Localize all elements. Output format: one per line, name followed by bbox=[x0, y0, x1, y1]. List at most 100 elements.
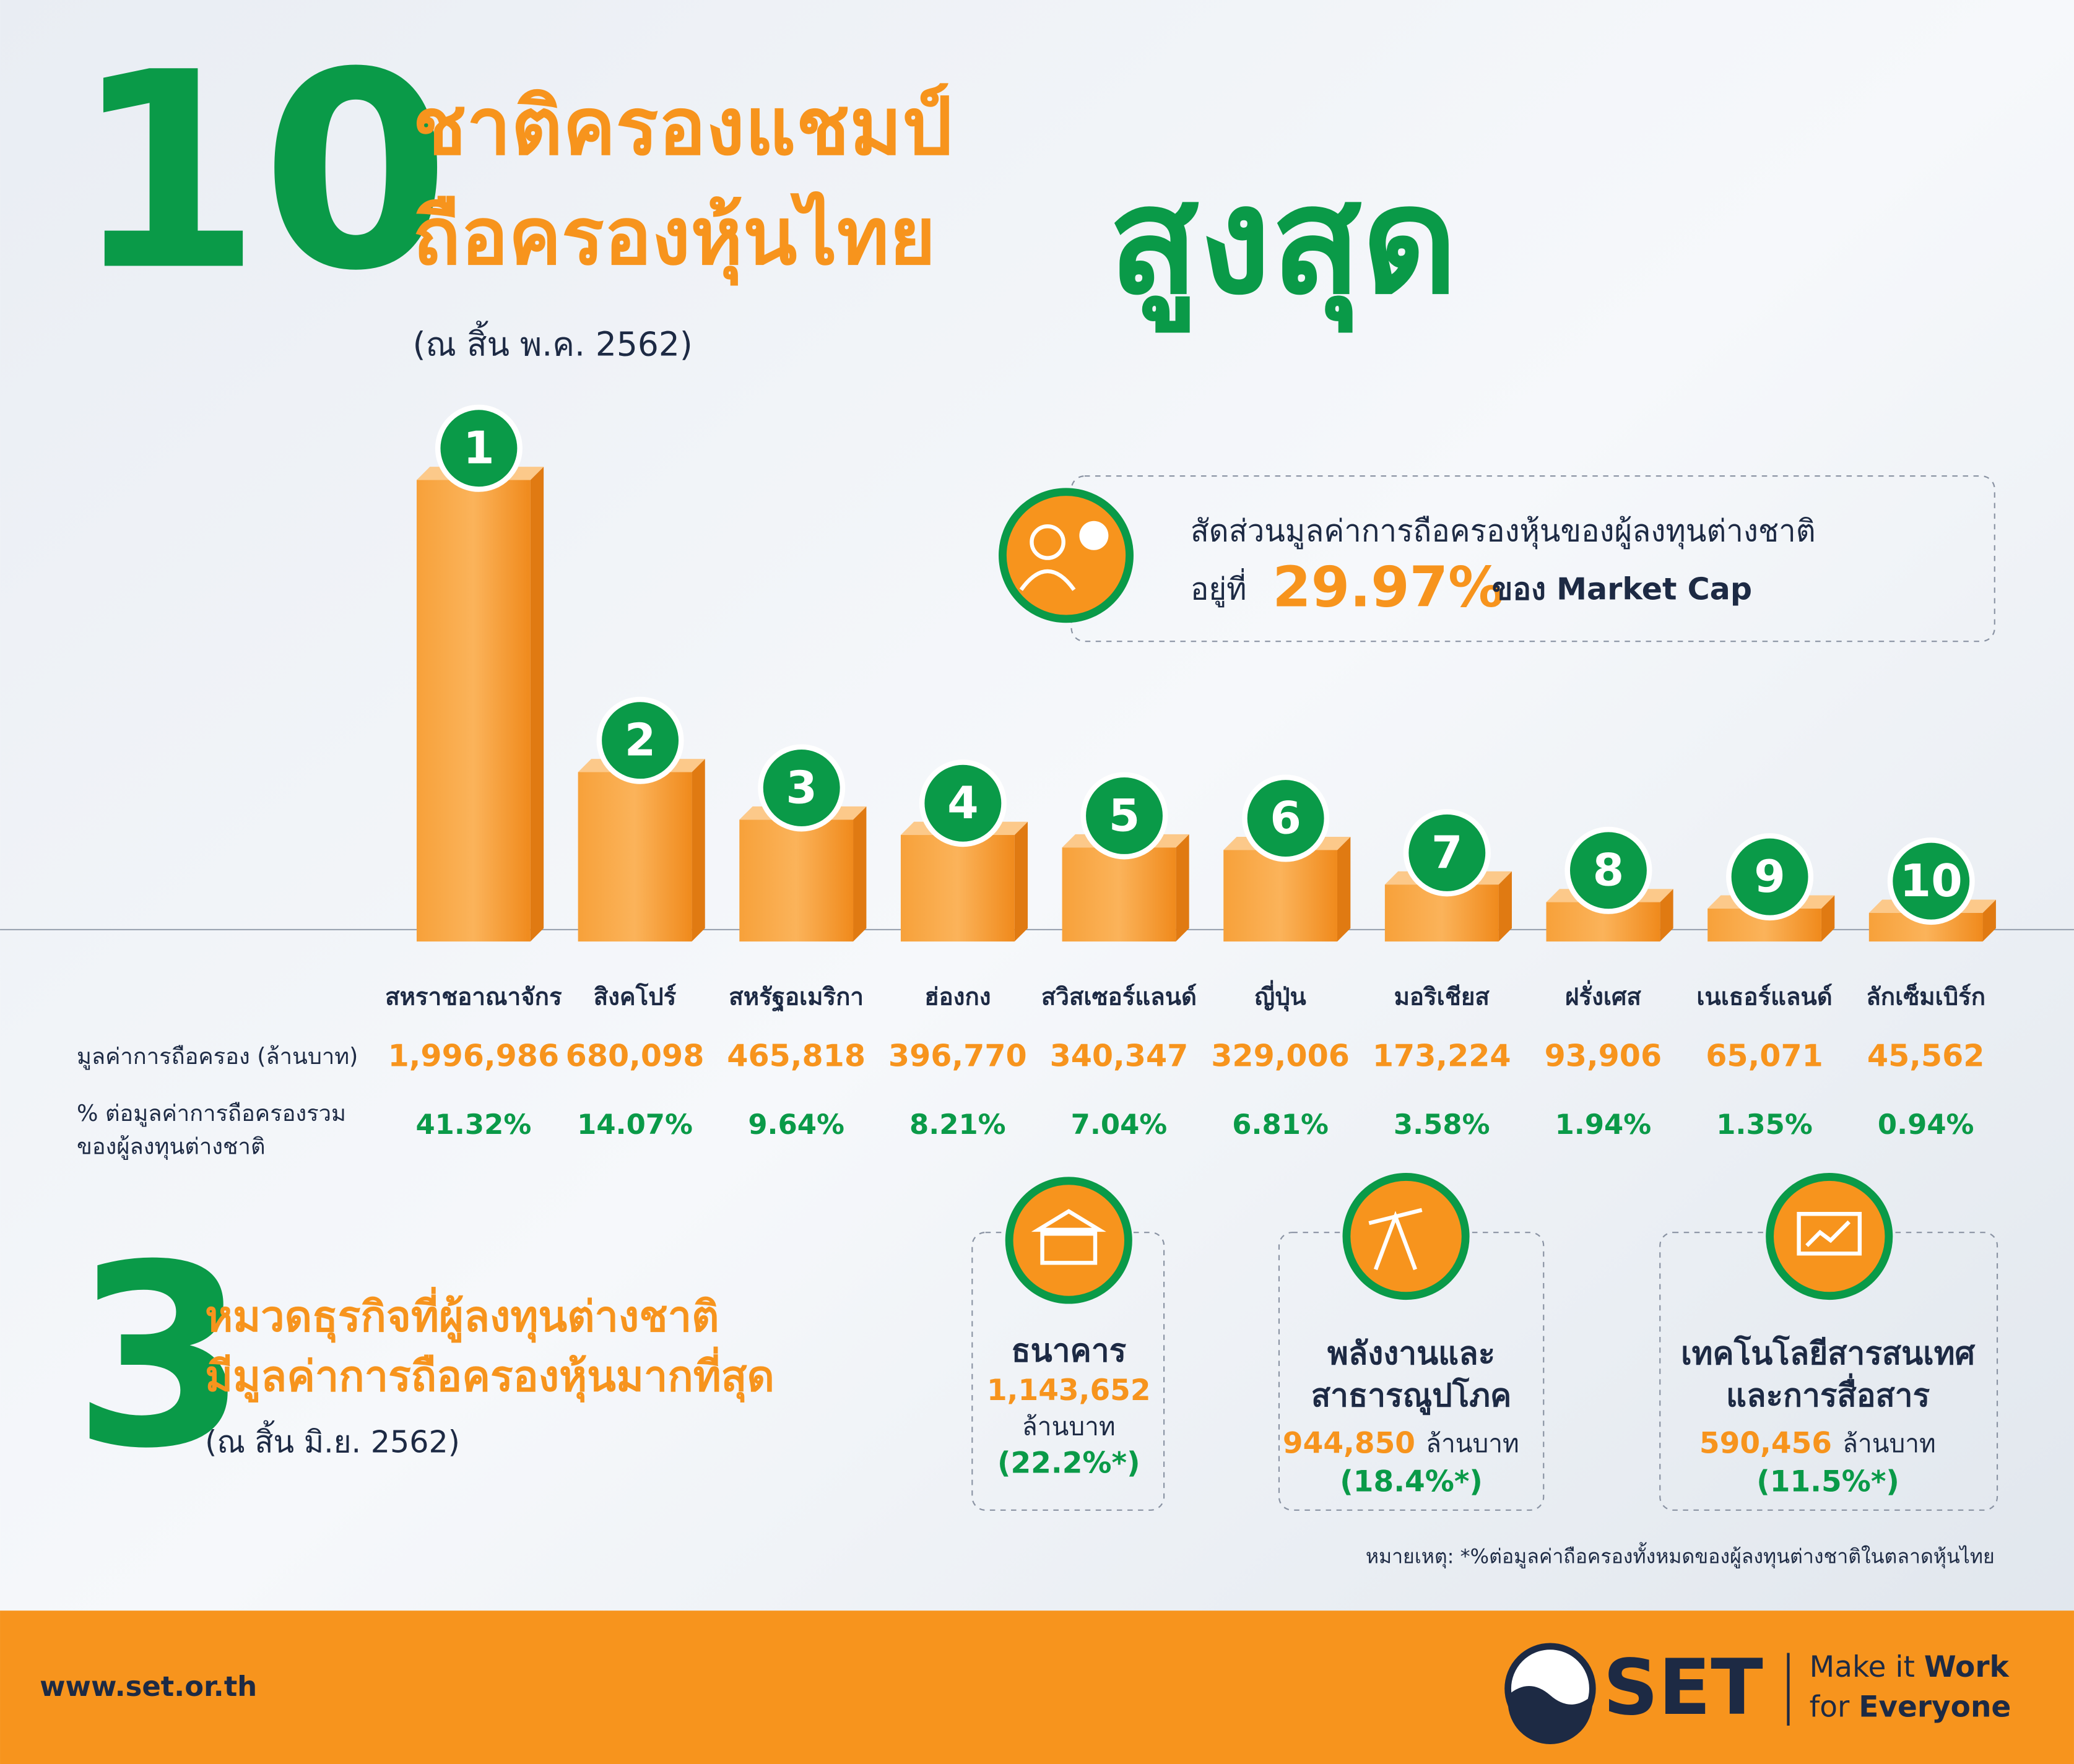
section-title: หมวดธุรกิจที่ผู้ลงทุนต่างชาติ bbox=[205, 1287, 719, 1344]
percent-label: 7.04% bbox=[1071, 1108, 1168, 1141]
sector-box bbox=[971, 1232, 1165, 1511]
icon-shape bbox=[1030, 524, 1065, 560]
row-label: % ต่อมูลค่าการถือครองรวม bbox=[77, 1100, 346, 1127]
bar bbox=[900, 835, 1015, 942]
bar bbox=[739, 819, 854, 942]
value-label: 329,006 bbox=[1211, 1038, 1350, 1074]
sector-amount: 590,456 bbox=[1699, 1427, 1832, 1461]
sector-name: สาธารณูปโภค bbox=[1311, 1377, 1511, 1416]
header-title: ถือครองหุ้นไทย bbox=[413, 191, 936, 286]
bar-side bbox=[1337, 836, 1351, 942]
value-label: 1,996,986 bbox=[388, 1038, 560, 1074]
logo-text: SET bbox=[1603, 1643, 1763, 1732]
section-title: มีมูลค่าการถือครองหุ้นมากที่สุด bbox=[205, 1346, 774, 1403]
sector-name: และการสื่อสาร bbox=[1726, 1373, 1930, 1414]
icon-shape bbox=[1368, 1208, 1423, 1271]
sector-unit: ล้านบาท bbox=[1022, 1411, 1116, 1441]
header-title: ชาติครองแชมป์ bbox=[413, 81, 953, 173]
callout-text: อยู่ที่ bbox=[1191, 568, 1247, 607]
header-number: 10 bbox=[73, 15, 450, 331]
rank-badge bbox=[1080, 772, 1168, 860]
rank-label: 10 bbox=[1900, 855, 1963, 907]
category-label: สิงคโปร์ bbox=[594, 983, 677, 1011]
icon-shape bbox=[1031, 1209, 1106, 1265]
row-label: มูลค่าการถือครอง (ล้านบาท) bbox=[77, 1043, 358, 1070]
sector-amount: 944,850 bbox=[1283, 1427, 1415, 1461]
bar bbox=[417, 480, 531, 942]
category-label: สวิสเซอร์แลนด์ bbox=[1041, 984, 1197, 1011]
percent-label: 1.94% bbox=[1555, 1108, 1652, 1141]
icon-shape bbox=[1079, 521, 1109, 550]
icon-shape bbox=[1019, 569, 1076, 591]
footer-url: www.set.or.th bbox=[40, 1670, 257, 1703]
rank-label: 4 bbox=[947, 777, 979, 829]
sector-name: พลังงานและ bbox=[1327, 1335, 1495, 1372]
bar bbox=[578, 772, 692, 942]
percent-label: 14.07% bbox=[577, 1108, 693, 1141]
header-emphasis: สูงสุด bbox=[1108, 155, 1457, 333]
sector-unit: ล้านบาท bbox=[1842, 1429, 1936, 1458]
bar-side bbox=[1982, 899, 1996, 942]
sector-icon bbox=[1005, 1177, 1132, 1304]
footer-band bbox=[0, 1611, 2074, 1764]
sector-share: (18.4%*) bbox=[1340, 1465, 1483, 1499]
category-label: เนเธอร์แลนด์ bbox=[1696, 984, 1832, 1011]
bar-chart: 1สหราชอาณาจักร1,996,98641.32%2สิงคโปร์68… bbox=[385, 404, 1996, 1141]
sector-icon bbox=[1766, 1173, 1893, 1300]
rank-badge bbox=[435, 404, 523, 492]
rank-badge bbox=[1564, 826, 1652, 914]
logo-mark bbox=[1508, 1685, 1593, 1744]
row-label: ของผู้ลงทุนต่างชาติ bbox=[77, 1133, 266, 1160]
slogan-part: Everyone bbox=[1859, 1690, 2011, 1724]
slogan-part: for bbox=[1810, 1690, 1850, 1724]
value-label: 340,347 bbox=[1050, 1038, 1189, 1074]
value-label: 65,071 bbox=[1706, 1038, 1823, 1074]
sector-name: เทคโนโลยีสารสนเทศ bbox=[1681, 1334, 1976, 1372]
value-label: 173,224 bbox=[1373, 1038, 1511, 1074]
slogan: for Everyone bbox=[1810, 1690, 2011, 1724]
category-label: สหรัฐอเมริกา bbox=[729, 984, 864, 1013]
callout-text: ของ Market Cap bbox=[1492, 571, 1752, 607]
section-subtitle: (ณ สิ้น มิ.ย. 2562) bbox=[205, 1420, 460, 1459]
bar-side bbox=[1821, 895, 1835, 942]
rank-label: 3 bbox=[786, 762, 817, 814]
percent-label: 8.21% bbox=[909, 1108, 1006, 1141]
value-label: 93,906 bbox=[1545, 1038, 1662, 1074]
rank-badge bbox=[596, 696, 684, 784]
bar-side bbox=[1014, 821, 1028, 942]
bar bbox=[1062, 847, 1176, 942]
slogan-part: Work bbox=[1924, 1650, 2010, 1684]
category-label: ลักเซ็มเบิร์ก bbox=[1866, 982, 1985, 1011]
rank-label: 8 bbox=[1593, 845, 1625, 897]
sector-share: (22.2%*) bbox=[997, 1446, 1140, 1481]
callout-text: สัดส่วนมูลค่าการถือครองหุ้นของผู้ลงทุนต่… bbox=[1191, 512, 1816, 549]
category-label: ฝรั่งเศส bbox=[1565, 980, 1641, 1011]
callout-value: 29.97% bbox=[1272, 555, 1504, 620]
bar-side bbox=[1498, 871, 1512, 942]
sector-unit: ล้านบาท bbox=[1426, 1429, 1519, 1458]
percent-label: 0.94% bbox=[1878, 1108, 1974, 1141]
rank-label: 9 bbox=[1754, 851, 1785, 903]
percent-label: 3.58% bbox=[1394, 1108, 1490, 1141]
rank-badge bbox=[1242, 774, 1330, 862]
percent-label: 6.81% bbox=[1232, 1108, 1329, 1141]
category-label: ฮ่องกง bbox=[924, 984, 991, 1011]
sector-name: ธนาคาร bbox=[1011, 1333, 1126, 1370]
percent-label: 9.64% bbox=[748, 1108, 844, 1141]
value-label: 396,770 bbox=[888, 1038, 1027, 1074]
rank-badge bbox=[758, 744, 846, 832]
value-label: 465,818 bbox=[727, 1038, 866, 1074]
rank-badge bbox=[1726, 833, 1814, 921]
icon-shape bbox=[1797, 1212, 1862, 1256]
percent-label: 1.35% bbox=[1716, 1108, 1813, 1141]
rank-label: 7 bbox=[1431, 827, 1463, 879]
rank-badge bbox=[1403, 809, 1491, 897]
sector-icon bbox=[1342, 1173, 1470, 1300]
callout-icon bbox=[999, 488, 1134, 623]
sector-box bbox=[1659, 1232, 1998, 1511]
rank-label: 6 bbox=[1270, 792, 1301, 844]
category-label: มอริเชียส bbox=[1394, 984, 1490, 1011]
bar bbox=[1223, 850, 1337, 942]
bar-side bbox=[1660, 889, 1673, 942]
